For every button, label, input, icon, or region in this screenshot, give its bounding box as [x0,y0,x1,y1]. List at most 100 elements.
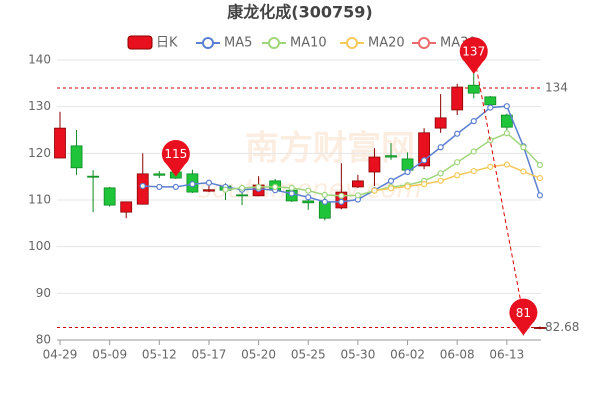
y-tick-label: 90 [36,286,51,300]
y-tick-label: 140 [28,53,51,67]
chart-title: 康龙化成(300759) [227,3,372,22]
ma-point [470,167,477,175]
ma-point [421,157,428,164]
y-tick-label: 120 [28,146,51,160]
x-tick-label: 05-17 [192,348,227,362]
ma-point [205,179,213,186]
ma-point [404,183,411,190]
candle-body [302,200,315,204]
ma-point [156,183,163,191]
candle-body [534,327,546,329]
legend-item: 日K [127,35,178,51]
legend-swatch [268,37,280,49]
ma-point [222,186,229,193]
candle-body [434,117,447,129]
legend-label: MA20 [368,36,405,51]
ma-point [255,183,262,191]
ma-point [437,144,444,151]
ma-point [238,184,246,191]
ref-label: 134 [545,81,568,95]
legend-swatch [346,37,358,49]
ma-point [354,192,361,199]
candle-body [103,187,116,206]
ma-point [305,187,312,194]
candle-body [385,155,397,158]
x-tick-label: 06-02 [390,348,425,362]
watermark: 南方财富网 [245,129,415,169]
candle-body [484,96,497,106]
marker-pin [459,37,488,74]
candle-body [451,86,464,111]
ma-point [288,190,295,197]
x-tick-label: 05-30 [340,348,375,362]
marker-pin [509,298,538,336]
ma-point [470,148,477,155]
candle-body [351,180,364,188]
ma-point [437,170,444,177]
ma-point [139,182,146,190]
x-tick-label: 05-25 [291,348,326,362]
candle-body [368,156,381,173]
marker-label: 115 [164,147,187,161]
candle-body [236,194,248,197]
x-tick-label: 05-20 [241,348,276,362]
trend-dash [473,53,524,316]
marker-label: 137 [462,45,485,59]
ma-point [272,183,279,191]
marker-pin [161,139,190,177]
candle-body [467,84,480,94]
ma-point [536,161,544,169]
marker-label: 81 [516,306,531,320]
ma-point [503,161,510,168]
ma-point [371,187,378,194]
ma-point [404,168,411,176]
ma-point [520,144,527,151]
ma-point [189,181,196,188]
ma-point [288,184,295,191]
ma-point [487,104,494,111]
ref-label: 82.68 [545,320,579,334]
ma-point [172,183,179,191]
candle-body [418,132,431,167]
ma-point [454,172,461,179]
ma-point [470,118,477,125]
ma-point [503,103,510,110]
y-tick-label: 100 [28,239,51,253]
ma-point [338,192,345,199]
legend-swatch [202,37,214,49]
ma-point [487,163,494,170]
ma-point [305,194,312,201]
candle-body [153,173,166,176]
ma-point [338,198,345,205]
ma-point [503,130,510,137]
candle-body [120,201,133,213]
candle-body [87,175,99,178]
ma-point [387,185,395,192]
y-tick-label: 80 [36,333,51,347]
ma-point [421,181,428,188]
ma-point [520,168,527,175]
candle-body [70,145,83,169]
ma-point [387,177,395,184]
ma-point [321,198,328,205]
legend-swatch [418,37,430,49]
candle-body [54,127,66,159]
legend-label: MA5 [224,36,252,51]
legend-item: MA20 [340,36,405,51]
ma-point [454,130,461,137]
candle-body [203,189,215,192]
ma-point [536,192,544,199]
x-tick-label: 04-29 [43,348,78,362]
y-tick-label: 110 [28,193,51,207]
ma-point [437,177,444,184]
x-tick-label: 06-13 [489,348,524,362]
x-tick-label: 06-08 [440,348,475,362]
x-tick-label: 05-12 [142,348,177,362]
legend-label: 日K [156,36,178,51]
ma-point [321,191,328,198]
ma-point [454,159,461,166]
legend-label: MA10 [290,36,327,51]
x-tick-label: 05-09 [92,348,127,362]
legend-item: MA5 [196,36,252,51]
